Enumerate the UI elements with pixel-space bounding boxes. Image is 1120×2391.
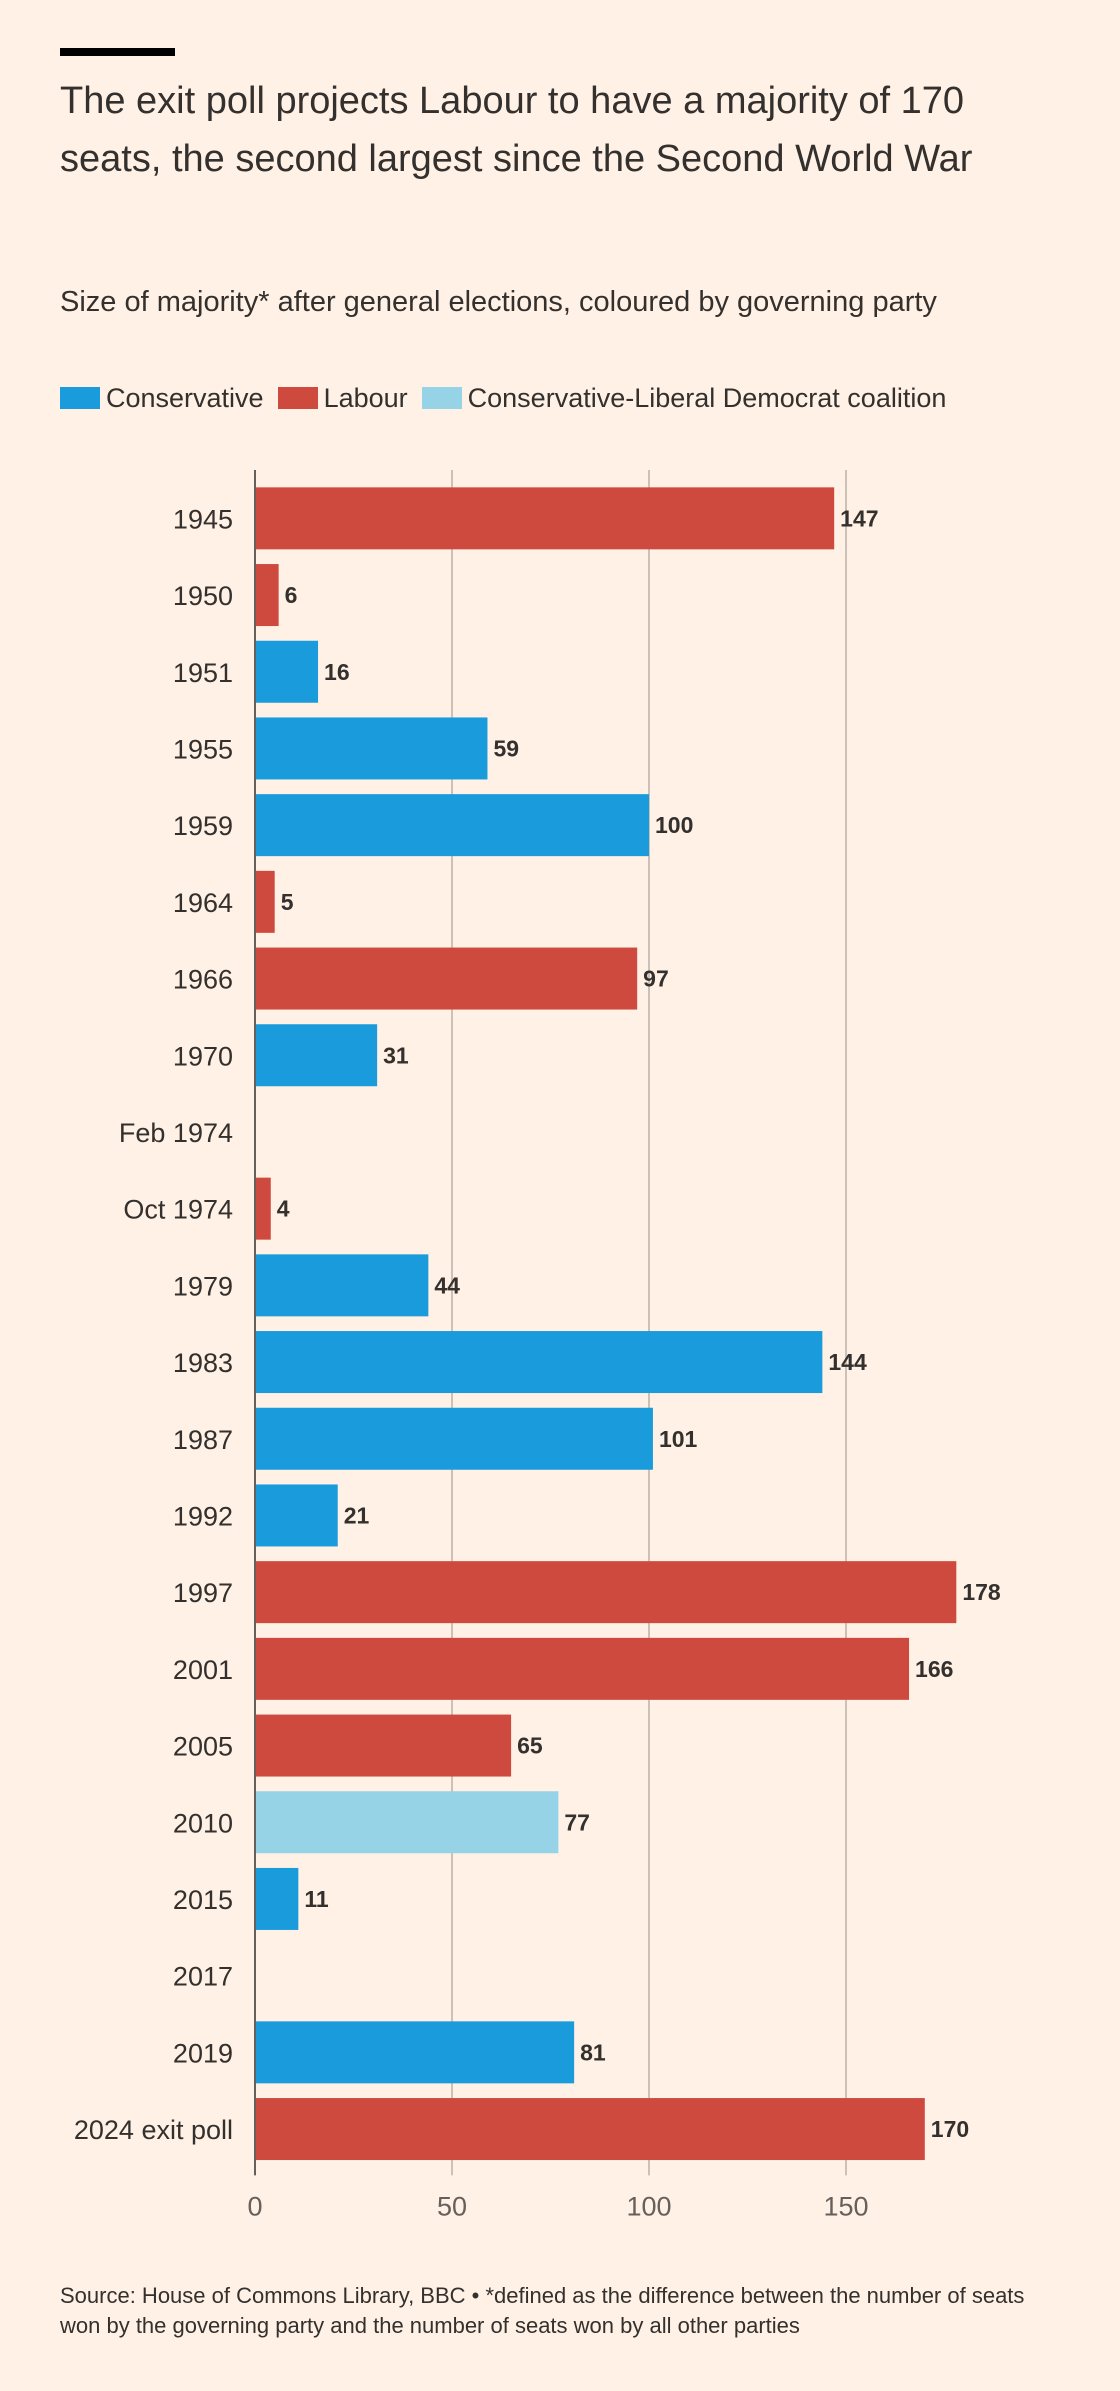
bar [255,1561,957,1624]
bar [255,1254,429,1317]
bar [255,870,275,933]
legend-label-coalition: Conservative-Liberal Democrat coalition [467,382,947,413]
bar [255,1714,512,1777]
bar [255,1484,338,1547]
data-label: 11 [304,1886,329,1912]
data-label: 4 [277,1196,290,1222]
data-label: 59 [493,735,519,761]
legend-label-conservative: Conservative [106,382,264,413]
legend: Conservative Labour Conservative-Liberal… [60,380,960,416]
category-label: 1964 [173,888,233,918]
bar [255,2021,575,2084]
bar [255,1024,378,1087]
bar [255,717,488,780]
x-tick-label: 0 [247,2191,262,2221]
category-label: Oct 1974 [123,1195,233,1225]
legend-swatch-conservative [60,387,100,409]
chart-title: The exit poll projects Labour to have a … [60,80,973,180]
chart-subtitle: Size of majority* after general election… [60,286,937,318]
data-label: 147 [840,505,878,531]
legend-item-coalition: Conservative-Liberal Democrat coalition [421,382,947,414]
data-label: 44 [434,1272,460,1298]
data-label: 178 [962,1579,1001,1605]
bar [255,1867,299,1930]
data-label: 65 [517,1733,543,1759]
category-label: 1979 [173,1271,233,1301]
category-label: 1955 [173,734,233,764]
x-tick-label: 100 [626,2191,671,2221]
category-label: 1966 [173,965,233,995]
data-label: 6 [285,582,298,608]
data-label: 166 [915,1656,953,1682]
bar [255,640,319,703]
category-label: 1945 [173,504,233,534]
data-label: 31 [383,1042,409,1068]
category-label: 1997 [173,1578,233,1608]
data-label: 77 [564,1809,590,1835]
bar [255,1407,653,1470]
legend-item-conservative: Conservative [60,383,264,414]
data-label: 144 [828,1349,867,1375]
bar [255,487,835,550]
category-label: Feb 1974 [119,1118,233,1148]
category-label: 1987 [173,1425,233,1455]
bar [255,2098,925,2161]
category-label: 1983 [173,1348,233,1378]
bar [255,1637,910,1700]
bar-chart: 1945 147 1950 6 1951 16 1955 59 1959 100 1964 5 1966… [74,470,1001,2221]
legend-item-labour: Labour [277,382,408,414]
category-label: 2015 [173,1885,233,1915]
data-label: 101 [659,1426,698,1452]
bar [255,947,638,1010]
title-rule [60,48,175,56]
category-label: 1950 [173,581,233,611]
category-label: 2019 [173,2038,233,2068]
category-label: 1959 [173,811,233,841]
category-label: 2001 [173,1655,233,1685]
data-label: 5 [281,889,294,915]
category-label: 1992 [173,1501,233,1531]
bar [255,1331,823,1394]
data-label: 97 [643,966,669,992]
legend-swatch-labour [277,387,318,409]
data-label: 100 [655,812,693,838]
bar [255,564,279,627]
category-label: 2024 exit poll [74,2115,233,2145]
legend-label-labour: Labour [323,382,408,413]
x-tick-label: 150 [823,2191,868,2221]
category-label: 2017 [173,1962,233,1992]
data-label: 170 [931,2116,969,2142]
data-label: 16 [324,659,350,685]
bar [255,1791,559,1854]
category-label: 1970 [173,1041,233,1071]
category-label: 2010 [173,1808,233,1838]
category-label: 2005 [173,1732,233,1762]
category-label: 1951 [173,658,233,688]
data-label: 21 [344,1502,370,1528]
data-label: 81 [580,2039,606,2065]
bar [255,794,649,857]
source-note: Source: House of Commons Library, BBC • … [60,2283,1025,2338]
bar [255,1177,271,1240]
x-tick-label: 50 [437,2191,467,2221]
legend-swatch-coalition [421,387,462,409]
